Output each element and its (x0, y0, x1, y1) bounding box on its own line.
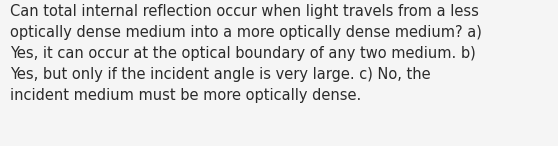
Text: Can total internal reflection occur when light travels from a less
optically den: Can total internal reflection occur when… (10, 4, 482, 103)
